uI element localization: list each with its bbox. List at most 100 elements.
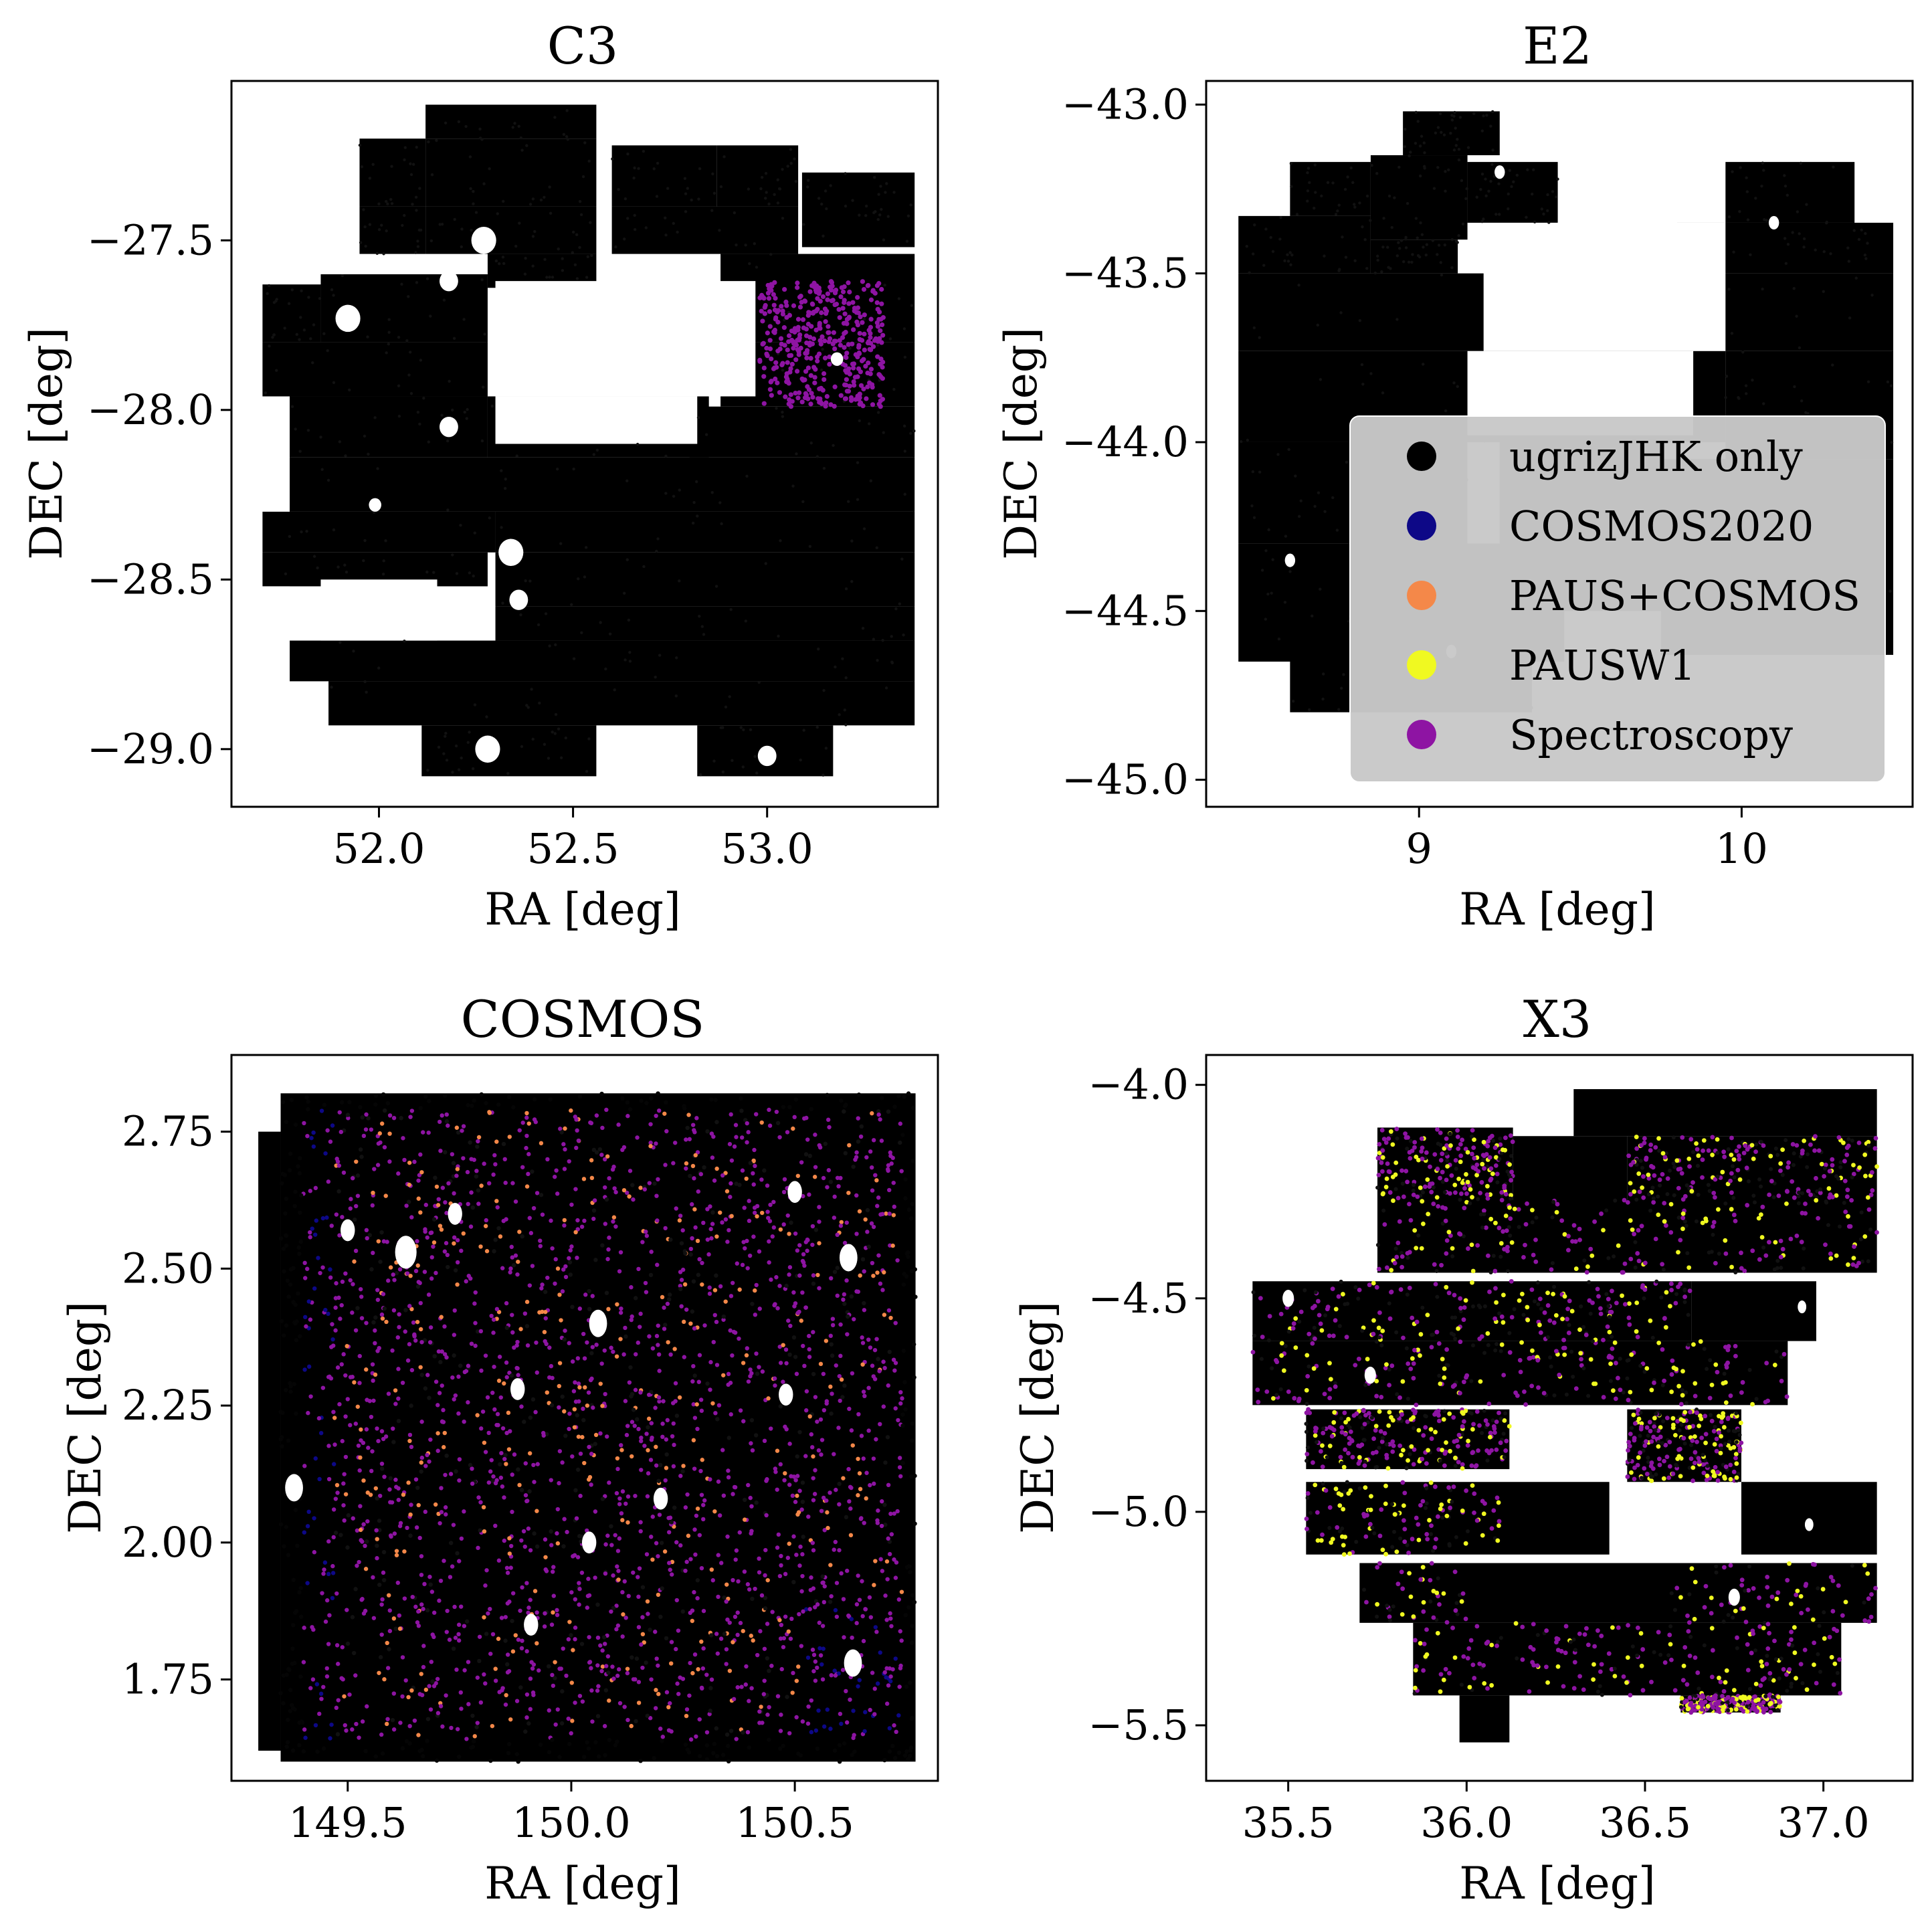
scatter-point-paus-cosmos bbox=[621, 1612, 625, 1617]
scatter-point-spectroscopy bbox=[364, 1112, 369, 1117]
scatter-point-ugrizjhk bbox=[1551, 190, 1555, 193]
scatter-point-pausw1 bbox=[1509, 1193, 1513, 1197]
scatter-point-spectroscopy bbox=[365, 1236, 369, 1241]
scatter-point-ugrizjhk bbox=[672, 1505, 677, 1510]
scatter-point-ugrizjhk bbox=[363, 680, 367, 684]
scatter-point-ugrizjhk bbox=[789, 161, 793, 165]
scatter-point-ugrizjhk bbox=[1732, 1175, 1737, 1179]
scatter-point-cosmos2020 bbox=[893, 1656, 898, 1661]
scatter-point-ugrizjhk bbox=[419, 1747, 424, 1752]
scatter-point-ugrizjhk bbox=[741, 1730, 745, 1735]
scatter-point-pausw1 bbox=[1638, 1631, 1644, 1636]
scatter-point-ugrizjhk bbox=[644, 1660, 648, 1665]
scatter-point-ugrizjhk bbox=[902, 424, 906, 428]
scatter-point-paus-cosmos bbox=[589, 1175, 595, 1181]
scatter-point-cosmos2020 bbox=[324, 1215, 329, 1220]
scatter-point-spectroscopy bbox=[403, 1329, 407, 1334]
scatter-point-ugrizjhk bbox=[646, 1425, 650, 1430]
scatter-point-spectroscopy bbox=[391, 1308, 397, 1313]
scatter-point-ugrizjhk bbox=[267, 284, 271, 288]
scatter-point-ugrizjhk bbox=[415, 281, 419, 284]
scatter-point-spectroscopy bbox=[674, 1540, 679, 1545]
scatter-point-spectroscopy bbox=[791, 1670, 795, 1676]
scatter-point-ugrizjhk bbox=[722, 1595, 727, 1600]
scatter-point-ugrizjhk bbox=[570, 1305, 575, 1309]
scatter-point-spectroscopy bbox=[438, 1149, 443, 1153]
legend-box bbox=[1349, 415, 1886, 783]
scatter-point-spectroscopy bbox=[425, 1373, 430, 1377]
scatter-point-paus-cosmos bbox=[777, 1618, 782, 1622]
scatter-point-spectroscopy bbox=[462, 1624, 467, 1628]
scatter-point-paus-cosmos bbox=[794, 1678, 799, 1683]
scatter-point-spectroscopy bbox=[867, 1595, 872, 1600]
scatter-point-spectroscopy bbox=[413, 1477, 419, 1482]
scatter-point-spectroscopy bbox=[848, 1506, 853, 1511]
scatter-point-paus-cosmos bbox=[723, 1299, 728, 1304]
scatter-point-ugrizjhk bbox=[705, 1381, 710, 1386]
scatter-point-ugrizjhk bbox=[604, 1197, 609, 1202]
scatter-point-ugrizjhk bbox=[312, 555, 316, 558]
scatter-point-spectroscopy bbox=[342, 1472, 347, 1476]
scatter-point-ugrizjhk bbox=[1270, 1366, 1274, 1371]
scatter-point-spectroscopy bbox=[702, 1323, 707, 1328]
scatter-point-ugrizjhk bbox=[1676, 1216, 1681, 1220]
scatter-point-spectroscopy bbox=[668, 1567, 672, 1572]
scatter-point-paus-cosmos bbox=[563, 1126, 567, 1131]
x-tick-label: 150.0 bbox=[512, 1798, 631, 1847]
scatter-point-spectroscopy bbox=[602, 1185, 607, 1190]
scatter-point-spectroscopy bbox=[431, 1244, 436, 1249]
scatter-point-pausw1 bbox=[1499, 1342, 1505, 1347]
scatter-point-spectroscopy bbox=[359, 1294, 364, 1299]
scatter-point-spectroscopy bbox=[373, 1341, 377, 1346]
scatter-point-ugrizjhk bbox=[575, 1467, 581, 1472]
scatter-point-spectroscopy bbox=[759, 308, 764, 314]
scatter-point-ugrizjhk bbox=[560, 1394, 565, 1399]
coverage-tile bbox=[262, 284, 321, 343]
scatter-point-spectroscopy bbox=[343, 1723, 347, 1728]
scatter-point-cosmos2020 bbox=[328, 1267, 332, 1272]
scatter-point-spectroscopy bbox=[453, 1393, 458, 1398]
scatter-point-spectroscopy bbox=[720, 1448, 725, 1452]
scatter-point-spectroscopy bbox=[666, 1530, 672, 1535]
y-tick-label: −27.5 bbox=[87, 215, 214, 264]
scatter-point-ugrizjhk bbox=[801, 1535, 805, 1539]
scatter-point-ugrizjhk bbox=[1785, 193, 1790, 197]
scatter-point-spectroscopy bbox=[623, 1325, 627, 1331]
scatter-point-spectroscopy bbox=[387, 1628, 393, 1634]
scatter-point-ugrizjhk bbox=[843, 1151, 848, 1156]
scatter-point-spectroscopy bbox=[776, 1532, 781, 1537]
scatter-point-spectroscopy bbox=[649, 1421, 654, 1426]
scatter-point-ugrizjhk bbox=[1408, 1139, 1413, 1143]
scatter-point-spectroscopy bbox=[580, 1699, 585, 1704]
scatter-point-spectroscopy bbox=[832, 403, 837, 409]
scatter-point-spectroscopy bbox=[555, 1507, 561, 1512]
scatter-point-spectroscopy bbox=[778, 1729, 783, 1733]
scatter-point-spectroscopy bbox=[786, 401, 791, 407]
scatter-point-spectroscopy bbox=[888, 1616, 893, 1621]
scatter-point-spectroscopy bbox=[775, 380, 780, 385]
scatter-point-spectroscopy bbox=[638, 1529, 643, 1534]
scatter-point-spectroscopy bbox=[1850, 1262, 1856, 1267]
scatter-point-spectroscopy bbox=[838, 1398, 842, 1404]
scatter-point-ugrizjhk bbox=[815, 1746, 820, 1751]
scatter-point-spectroscopy bbox=[413, 1338, 418, 1343]
scatter-point-spectroscopy bbox=[531, 1693, 536, 1697]
scatter-point-spectroscopy bbox=[421, 1606, 425, 1612]
scatter-point-spectroscopy bbox=[1823, 1242, 1828, 1248]
scatter-point-paus-cosmos bbox=[569, 1108, 573, 1113]
scatter-point-spectroscopy bbox=[813, 1165, 818, 1169]
scatter-point-ugrizjhk bbox=[1555, 195, 1558, 199]
scatter-point-paus-cosmos bbox=[721, 1373, 726, 1377]
scatter-point-spectroscopy bbox=[414, 1525, 419, 1530]
scatter-point-ugrizjhk bbox=[722, 1632, 727, 1636]
scatter-point-ugrizjhk bbox=[532, 1531, 537, 1536]
scatter-point-ugrizjhk bbox=[825, 207, 828, 211]
scatter-point-ugrizjhk bbox=[295, 1543, 300, 1549]
legend-item-cosmos2020: COSMOS2020 bbox=[1407, 502, 1814, 551]
scatter-point-spectroscopy bbox=[891, 1180, 896, 1185]
scatter-point-spectroscopy bbox=[575, 1555, 581, 1559]
scatter-point-spectroscopy bbox=[821, 1371, 826, 1376]
scatter-point-spectroscopy bbox=[421, 1644, 426, 1648]
scatter-point-spectroscopy bbox=[785, 347, 790, 353]
scatter-point-paus-cosmos bbox=[406, 1480, 411, 1485]
